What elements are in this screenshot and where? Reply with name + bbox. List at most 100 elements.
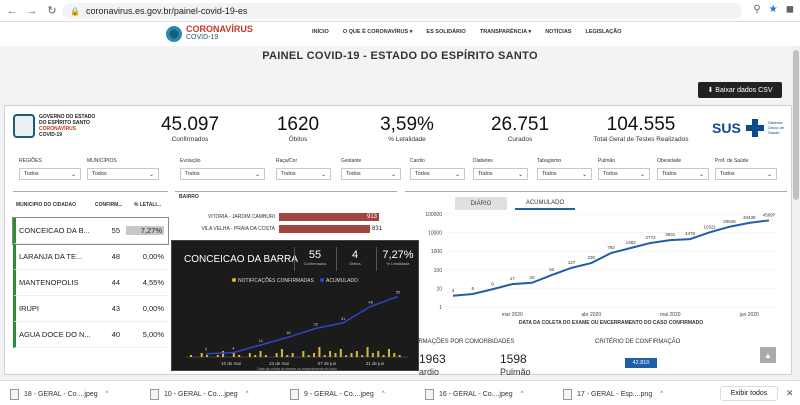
y-tick-label: 1: [439, 305, 442, 311]
data-label: 45097: [763, 212, 776, 217]
y-tick-label: 100: [434, 268, 443, 274]
download-filename: 17 - GERAL - Esp....png: [577, 390, 653, 398]
daily-bar: [302, 351, 305, 357]
table-row[interactable]: CONCEICAO DA B... 55 7,27%: [12, 217, 169, 245]
bairro-bar-row[interactable]: VILA VELHA - PRAIA DA COSTA 831: [179, 224, 382, 233]
page-scrollbar[interactable]: [792, 46, 800, 380]
download-item[interactable]: 10 - GERAL - Co....jpeg ^: [150, 386, 249, 402]
menu-item-o-que-e[interactable]: O QUE É CORONAVÍRUS ▾: [342, 29, 413, 35]
chevron-up-icon[interactable]: ^: [520, 391, 524, 397]
col-header-municipio[interactable]: MUNICÍPIO DO CIDADÃO: [16, 201, 76, 208]
filter-select[interactable]: Todos: [657, 168, 709, 180]
chevron-up-icon[interactable]: ^: [381, 391, 385, 397]
reload-icon[interactable]: ↻: [47, 5, 57, 17]
comorb-cardio-value: 1963: [419, 352, 446, 366]
daily-bar: [398, 355, 401, 357]
bairro-bar: 913: [279, 212, 379, 221]
es-logo-line4: COVID-19: [39, 132, 63, 138]
series-line: [452, 219, 770, 297]
table-row[interactable]: IRUPI 43 0,00%: [13, 296, 168, 322]
kpi-label: % Letalidade: [388, 136, 426, 143]
filter-select[interactable]: Todos: [19, 168, 81, 180]
filter-select[interactable]: Todos: [276, 168, 331, 180]
es-government-logo: GOVERNO DO ESTADO DO ESPÍRITO SANTO CORO…: [13, 114, 99, 138]
filter-select[interactable]: Todos: [410, 168, 465, 180]
filter-prof-saude: Prof. de Saúde Todos: [715, 158, 777, 180]
filter-diabetes: Diabetes Todos: [473, 158, 528, 180]
extension-icon[interactable]: ◼: [785, 4, 794, 15]
filter-select[interactable]: Todos: [473, 168, 528, 180]
bairro-bar-row[interactable]: VITORIA - JARDIM CAMBURI 913: [179, 212, 379, 221]
download-item[interactable]: 18 - GERAL - Co....jpeg ^: [10, 386, 109, 402]
col-header-letalidade[interactable]: % LETALI...: [133, 201, 161, 208]
scrollbar-thumb[interactable]: [793, 50, 799, 200]
back-icon[interactable]: ←: [6, 4, 18, 17]
tooltip-stat-obitos: 4 Óbitos: [340, 249, 370, 266]
daily-bar: [259, 351, 262, 357]
filter-tabagismo: Tabagismo Todos: [537, 158, 592, 180]
menu-item-inicio[interactable]: INÍCIO: [312, 29, 329, 35]
data-label: 2773: [645, 235, 656, 240]
close-icon[interactable]: ✕: [786, 388, 794, 398]
search-icon[interactable]: ⚲: [753, 4, 761, 15]
scroll-to-top-button[interactable]: ▲: [760, 347, 776, 363]
table-row[interactable]: AGUA DOCE DO N... 40 5,00%: [13, 322, 168, 348]
tab-diario[interactable]: DIÁRIO: [455, 197, 507, 210]
daily-bar: [313, 353, 316, 357]
menu-item-transparencia[interactable]: TRANSPARÊNCIA ▾: [479, 29, 532, 35]
comorb-pulmao-label: Pulmão: [500, 367, 531, 377]
filter-cardio: Cardio Todos: [410, 158, 465, 180]
col-header-confirmados[interactable]: CONFIRM...: [95, 201, 123, 208]
download-item[interactable]: 9 - GERAL - Co....jpeg ^: [290, 386, 385, 402]
download-item[interactable]: 17 - GERAL - Esp....png ^: [563, 386, 663, 402]
criterio-bar[interactable]: 42.810: [625, 358, 657, 368]
table-row[interactable]: MANTENOPOLIS 44 4,55%: [13, 270, 168, 296]
data-label: 31: [341, 316, 346, 321]
filter-select[interactable]: Todos: [180, 168, 265, 180]
daily-bar: [264, 355, 267, 357]
data-label: 127: [568, 260, 576, 265]
daily-bar: [318, 347, 321, 357]
logo-subtitle: COVID-19: [186, 34, 219, 41]
cell-municipio: AGUA DOCE DO N...: [19, 330, 91, 339]
lock-icon[interactable]: 🔒: [70, 6, 80, 16]
bookmark-star-icon[interactable]: ★: [768, 4, 778, 15]
chevron-up-icon[interactable]: ^: [660, 391, 664, 397]
site-logo[interactable]: CORONAVÍRUS COVID-19: [166, 25, 253, 42]
filter-select[interactable]: Todos: [598, 168, 650, 180]
forward-icon[interactable]: →: [26, 4, 38, 17]
menu-item-noticias[interactable]: NOTÍCIAS: [545, 29, 572, 35]
x-tick-label: 07 de jun: [318, 361, 337, 366]
filter-select[interactable]: Todos: [537, 168, 592, 180]
filter-select[interactable]: Todos: [715, 168, 777, 180]
download-csv-button[interactable]: ⬇ Baixar dados CSV: [698, 82, 782, 98]
show-all-downloads-button[interactable]: Exibir todos: [720, 386, 778, 401]
data-label: 10321: [703, 224, 716, 229]
data-label: 5: [471, 286, 474, 291]
virus-icon: [166, 25, 182, 42]
menu-item-es-solidario[interactable]: ES SOLIDÁRIO: [426, 29, 466, 35]
address-bar[interactable]: 🔒 coronavirus.es.gov.br/painel-covid-19-…: [62, 3, 742, 19]
kpi-value: 1620: [276, 114, 320, 135]
chevron-up-icon[interactable]: ^: [105, 391, 109, 397]
menu-item-legislacao[interactable]: LEGISLAÇÃO: [585, 29, 622, 35]
es-emblem-icon: [13, 114, 35, 138]
logo-title: CORONAVÍRUS: [186, 24, 253, 34]
data-label: 20626: [723, 219, 736, 224]
daily-bar: [345, 355, 348, 357]
tab-acumulado[interactable]: ACUMULADO: [515, 197, 575, 210]
tooltip-stat-label: Óbitos: [349, 261, 361, 266]
x-axis-label: DATA DA COLETA DO EXAME OU ENCERRAMENTO …: [519, 320, 703, 326]
kpi-confirmados: 45.097 Confirmados: [155, 114, 225, 143]
filter-select[interactable]: Todos: [341, 168, 401, 180]
chevron-up-icon[interactable]: ^: [245, 391, 249, 397]
download-item[interactable]: 16 - GERAL - Co....jpeg ^: [425, 386, 524, 402]
data-label: 26: [313, 321, 318, 326]
filter-regioes: REGIÕES Todos: [19, 158, 81, 180]
daily-bar: [366, 347, 369, 357]
daily-bar: [248, 353, 251, 357]
filter-select[interactable]: Todos: [87, 168, 159, 180]
cumulative-chart-panel: DIÁRIO ACUMULADO 100000 10000 1000 100 10 1 ma…: [405, 191, 787, 331]
table-row[interactable]: LARANJA DA TE... 48 0,00%: [13, 244, 168, 270]
cell-letalidade: 7,27%: [126, 226, 164, 235]
